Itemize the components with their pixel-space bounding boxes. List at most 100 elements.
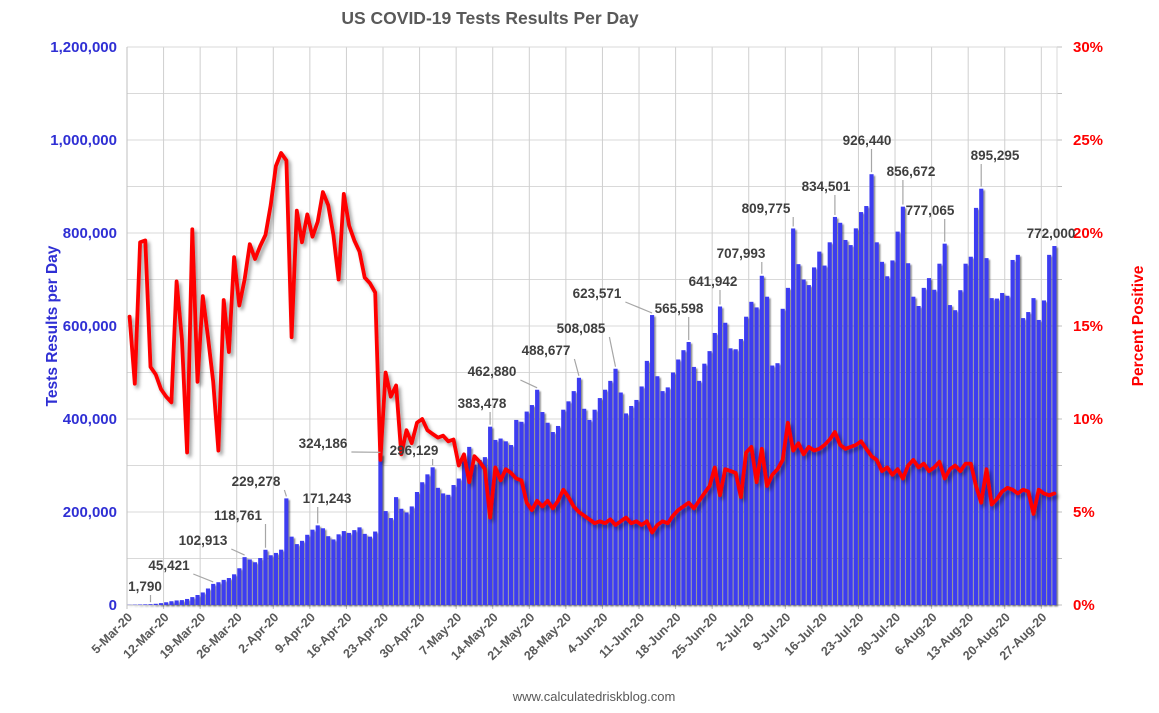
test-results-bar: [827, 242, 832, 606]
test-results-bar: [524, 411, 529, 605]
test-results-bar: [216, 582, 221, 605]
test-results-bar: [472, 464, 477, 605]
test-results-bar: [148, 604, 153, 605]
left-axis-tick-label: 1,200,000: [50, 39, 117, 56]
test-results-bar: [1052, 246, 1057, 605]
test-results-bar: [582, 408, 587, 605]
annotation-value-label: 508,085: [557, 321, 606, 336]
test-results-bar: [660, 391, 665, 605]
test-results-bar: [576, 377, 581, 605]
annotation-leader-line: [520, 379, 538, 389]
test-results-bar: [634, 399, 639, 605]
right-axis-tick-label: 0%: [1073, 597, 1095, 614]
test-results-bar: [503, 441, 508, 605]
test-results-bar: [519, 421, 524, 605]
test-results-bar: [853, 228, 858, 605]
annotation-value-label: 102,913: [179, 533, 228, 548]
test-results-bar: [655, 376, 660, 605]
test-results-bar: [832, 216, 838, 605]
test-results-bar: [508, 445, 514, 605]
left-axis-tick-label: 400,000: [63, 411, 117, 428]
test-results-bar: [953, 310, 958, 605]
percent-positive-polyline: [127, 151, 1057, 535]
test-results-bar: [629, 405, 634, 605]
test-results-bar: [164, 602, 169, 605]
right-axis-tick-label: 5%: [1073, 504, 1095, 521]
test-results-bar: [947, 305, 952, 605]
test-results-bar: [879, 261, 885, 605]
test-results-bar: [284, 498, 289, 605]
test-results-bar: [796, 264, 801, 605]
test-results-bar: [305, 534, 310, 605]
test-results-bar: [906, 263, 911, 605]
annotation-value-label: 229,278: [232, 474, 281, 489]
test-results-bar: [289, 536, 294, 605]
annotation-value-label: 296,129: [390, 443, 439, 458]
test-results-bar: [843, 239, 848, 606]
test-results-bar: [456, 478, 461, 605]
test-results-bar: [791, 228, 796, 605]
test-results-bar: [785, 287, 790, 605]
test-results-bar: [911, 296, 916, 605]
right-axis-tick-label: 20%: [1073, 225, 1103, 242]
test-results-bar: [676, 359, 681, 605]
test-results-bar: [681, 350, 686, 605]
test-results-bar: [592, 409, 597, 605]
test-results-bar: [226, 578, 231, 605]
left-axis-title: Tests Results per Day: [44, 245, 61, 406]
annotation-value-label: 118,761: [214, 508, 263, 523]
test-results-bar: [869, 174, 874, 605]
test-results-bar: [461, 460, 467, 605]
test-results-bar: [707, 351, 712, 605]
test-results-bar: [587, 419, 592, 605]
test-results-bar: [263, 549, 268, 605]
test-results-bar: [932, 289, 937, 605]
test-results-bar: [430, 467, 435, 605]
test-results-bar: [775, 363, 780, 605]
test-results-bar: [294, 544, 299, 605]
test-results-bar: [388, 518, 393, 605]
date-label: 2-Jul-20: [714, 610, 757, 653]
test-results-bar: [310, 529, 315, 605]
test-results-bar: [764, 296, 770, 605]
test-results-bar: [299, 540, 305, 605]
test-results-bar: [728, 348, 733, 605]
test-results-bar: [190, 597, 195, 605]
test-results-bar: [498, 438, 503, 605]
vertical-gridlines: [126, 47, 1042, 609]
test-results-bar: [989, 298, 994, 605]
test-results-bar: [378, 454, 383, 605]
test-results-bar: [644, 360, 649, 606]
test-results-bar: [320, 528, 325, 605]
annotation-value-label: 171,243: [303, 491, 352, 506]
test-results-bar: [1010, 259, 1015, 605]
test-results-bar: [561, 409, 566, 605]
test-results-bar: [409, 506, 414, 605]
right-axis-tick-label: 30%: [1073, 39, 1103, 56]
test-results-bar: [1020, 318, 1026, 605]
test-results-bar: [535, 389, 540, 605]
test-results-bar: [723, 322, 728, 605]
test-results-bar: [608, 380, 613, 605]
test-results-bar: [618, 392, 623, 605]
test-results-bar: [571, 391, 576, 605]
test-results-bar: [822, 265, 827, 605]
test-results-bar: [1036, 319, 1041, 605]
test-results-bar: [1000, 292, 1005, 605]
footer-url: www.calculatedriskblog.com: [512, 689, 676, 704]
test-results-bar: [399, 508, 404, 605]
test-results-bar: [817, 251, 822, 605]
left-axis-tick-label: 1,000,000: [50, 132, 117, 149]
test-results-bar: [169, 601, 174, 605]
test-results-bar: [237, 568, 242, 605]
percent-positive-line: [127, 151, 1057, 535]
annotation-value-label: 926,440: [843, 133, 892, 148]
test-results-bar: [545, 422, 550, 605]
test-results-bar: [514, 419, 519, 605]
test-results-bar: [963, 263, 968, 605]
test-results-bar: [958, 290, 963, 605]
test-results-bar: [346, 532, 352, 605]
annotation-value-label: 623,571: [573, 286, 622, 301]
test-results-bar: [686, 342, 691, 605]
test-results-bar: [493, 439, 498, 605]
